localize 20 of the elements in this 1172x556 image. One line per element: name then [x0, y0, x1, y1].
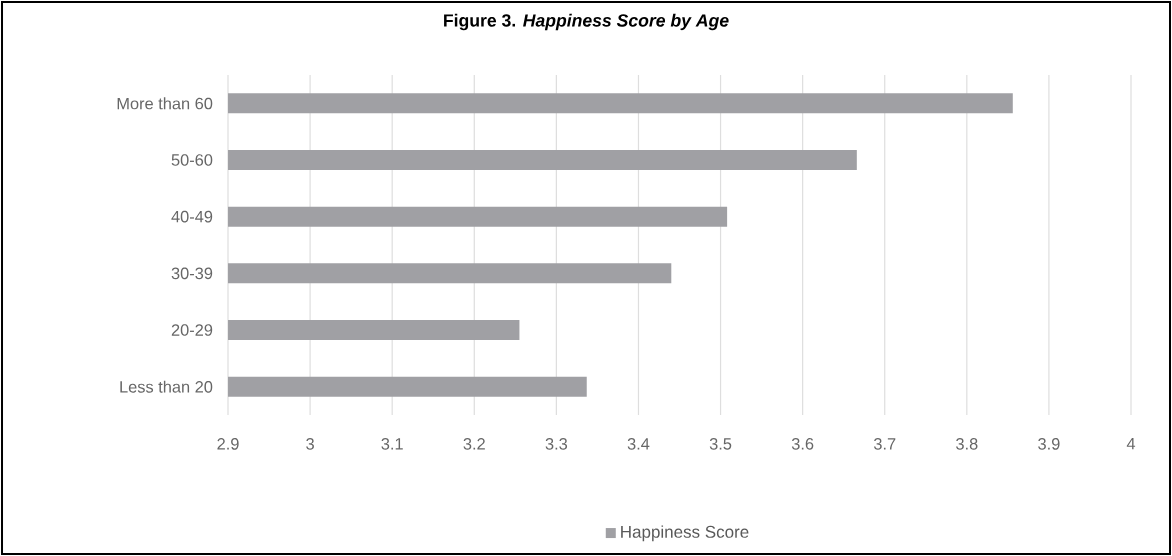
- x-tick-label: 3.6: [791, 438, 814, 450]
- x-tick-label: 3.4: [627, 438, 650, 450]
- y-tick-label: Less than 20: [120, 380, 213, 393]
- x-tick-label: 3.5: [709, 438, 732, 450]
- x-tick-label: 4: [1126, 438, 1136, 450]
- x-tick-label: 3: [306, 438, 314, 450]
- x-tick-label: 3.1: [381, 438, 403, 450]
- x-tick-label: 3.3: [545, 438, 568, 450]
- chart-title: Figure 3. Happiness Score by Age: [444, 13, 729, 31]
- x-tick-label: 3.7: [873, 438, 896, 450]
- x-tick-label: 3.9: [1038, 438, 1060, 450]
- legend-label: Happiness Score: [621, 525, 749, 542]
- x-tick-label: 3.8: [956, 438, 978, 450]
- y-tick-label: 40-49: [171, 210, 213, 223]
- y-tick-label: 20-29: [171, 324, 213, 336]
- x-tick-label: 2.9: [217, 438, 239, 450]
- y-tick-label: 30-39: [171, 267, 213, 280]
- y-tick-label: More than 60: [117, 97, 213, 110]
- y-tick-label: 50-60: [171, 154, 213, 166]
- x-tick-label: 3.2: [463, 438, 485, 450]
